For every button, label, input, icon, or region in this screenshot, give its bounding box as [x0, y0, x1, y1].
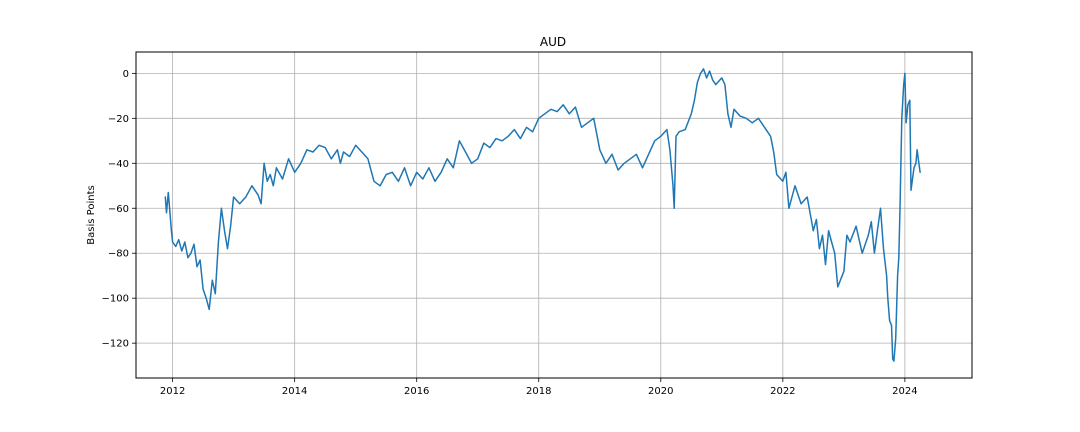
x-tick-label: 2016: [404, 386, 429, 397]
y-tick-label: −80: [108, 249, 129, 260]
grid: [136, 52, 972, 378]
series-line-0: [164, 68, 921, 362]
y-axis-label: Basis Points: [86, 185, 97, 244]
x-tick-label: 2024: [892, 386, 917, 397]
plot-area-frame: [135, 51, 973, 379]
x-tick-label: 2020: [648, 386, 673, 397]
x-tick-label: 2014: [282, 386, 307, 397]
chart-title: AUD: [540, 35, 566, 49]
axis-ticks: 2012 2014 2016 2018 2020 2022 2024 0 −20 −40 −60 −8…: [102, 69, 918, 397]
y-tick-label: −100: [102, 294, 129, 305]
x-tick-label: 2018: [526, 386, 551, 397]
y-tick-label: −20: [108, 114, 129, 125]
x-tick-label: 2012: [160, 386, 185, 397]
series-layer: [164, 68, 921, 362]
y-tick-label: 0: [123, 69, 129, 80]
y-tick-label: −60: [108, 204, 129, 215]
y-tick-label: −40: [108, 159, 129, 170]
x-tick-label: 2022: [770, 386, 795, 397]
y-tick-label: −120: [102, 339, 129, 350]
